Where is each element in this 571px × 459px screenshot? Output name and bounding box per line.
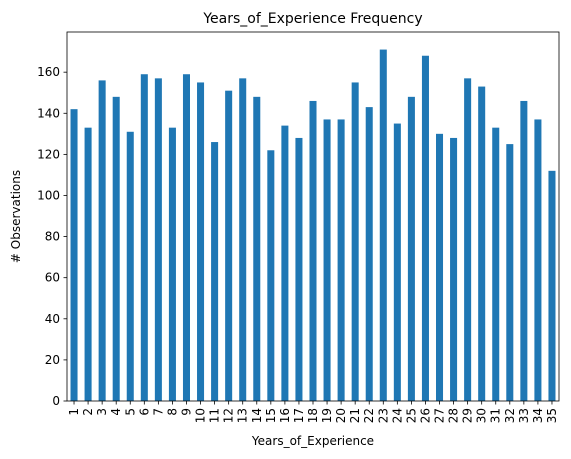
bar-17 [295, 137, 303, 401]
bar-23 [379, 49, 387, 401]
bar-34 [534, 119, 542, 402]
y-tick-label: 80 [45, 230, 60, 244]
chart-title: Years_of_Experience Frequency [202, 11, 422, 27]
x-tick-label: 13 [236, 408, 250, 423]
x-axis-label: Years_of_Experience [251, 434, 374, 448]
x-tick-label: 6 [137, 408, 151, 416]
bar-3 [98, 80, 106, 401]
x-tick-label: 29 [461, 408, 475, 423]
x-tick-label: 14 [250, 408, 264, 423]
x-tick-label: 33 [517, 408, 531, 423]
bar-32 [506, 144, 514, 401]
bar-33 [520, 100, 528, 401]
bar-35 [548, 170, 556, 401]
x-tick-label: 19 [320, 408, 334, 423]
bar-10 [197, 82, 205, 401]
bar-21 [351, 82, 359, 401]
bar-25 [407, 96, 415, 401]
x-tick-label: 17 [292, 408, 306, 423]
bar-27 [436, 133, 444, 401]
y-tick-label: 120 [37, 147, 60, 161]
x-tick-label: 23 [376, 408, 390, 423]
bar-11 [211, 142, 219, 402]
bar-16 [281, 125, 289, 402]
y-tick-label: 20 [45, 353, 60, 367]
bar-4 [112, 96, 120, 401]
x-tick-label: 27 [433, 408, 447, 423]
x-tick-label: 34 [531, 408, 545, 423]
x-tick-label: 28 [447, 408, 461, 423]
y-tick-label: 0 [52, 394, 60, 408]
bar-20 [337, 119, 345, 402]
x-tick-label: 31 [489, 408, 503, 423]
bar-26 [421, 55, 429, 401]
bar-5 [126, 131, 134, 401]
x-tick-label: 21 [348, 408, 362, 423]
x-tick-label: 35 [545, 408, 559, 423]
x-tick-label: 8 [165, 408, 179, 416]
x-tick-label: 24 [390, 408, 404, 423]
y-tick-label: 140 [37, 106, 60, 120]
y-tick-label: 60 [45, 271, 60, 285]
bar-22 [365, 107, 373, 401]
x-tick-label: 32 [503, 408, 517, 423]
bar-18 [309, 100, 317, 401]
bar-24 [393, 123, 401, 401]
x-tick-label: 16 [278, 408, 292, 423]
y-tick-label: 100 [37, 188, 60, 202]
bar-8 [168, 127, 176, 402]
x-tick-label: 3 [95, 408, 109, 416]
y-tick-label: 40 [45, 312, 60, 326]
x-tick-label: 12 [222, 408, 236, 423]
bar-14 [253, 96, 261, 401]
bar-28 [450, 137, 458, 401]
bar-12 [225, 90, 233, 401]
x-tick-label: 30 [475, 408, 489, 423]
x-tick-label: 10 [194, 408, 208, 423]
x-tick-label: 7 [151, 408, 165, 416]
x-tick-label: 18 [306, 408, 320, 423]
y-tick-label: 160 [37, 65, 60, 79]
bar-29 [464, 78, 472, 402]
bar-6 [140, 74, 148, 401]
bar-30 [478, 86, 486, 402]
bar-31 [492, 127, 500, 402]
x-tick-label: 22 [362, 408, 376, 423]
x-tick-label: 25 [404, 408, 418, 423]
bar-7 [154, 78, 162, 402]
y-axis-label: # Observations [9, 170, 23, 263]
x-tick-label: 5 [123, 408, 137, 416]
x-tick-label: 9 [179, 408, 193, 416]
bar-19 [323, 119, 331, 402]
bar-13 [239, 78, 247, 402]
x-tick-label: 1 [67, 408, 81, 416]
x-tick-label: 26 [418, 408, 432, 423]
x-tick-label: 20 [334, 408, 348, 423]
bar-2 [84, 127, 92, 402]
x-tick-label: 11 [208, 408, 222, 423]
bar-9 [182, 74, 190, 401]
bar-15 [267, 150, 275, 401]
x-tick-label: 2 [81, 408, 95, 416]
bar-1 [70, 109, 78, 402]
x-tick-label: 15 [264, 408, 278, 423]
x-tick-label: 4 [109, 408, 123, 416]
